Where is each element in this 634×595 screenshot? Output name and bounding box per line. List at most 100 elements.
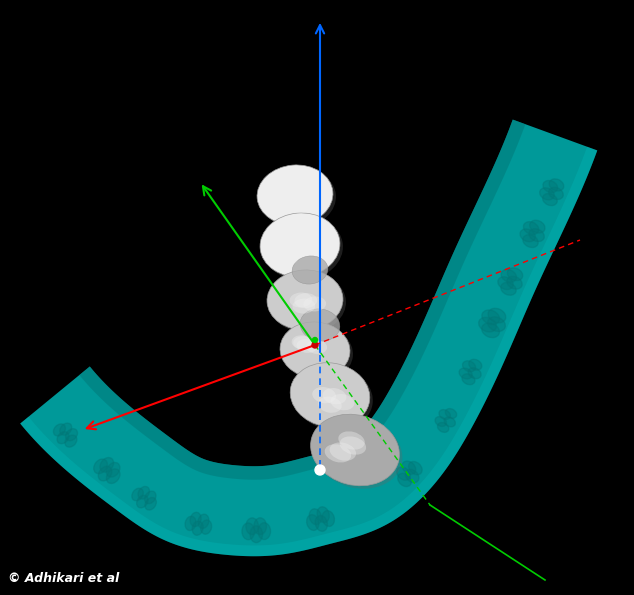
Ellipse shape (283, 325, 353, 381)
Ellipse shape (263, 216, 343, 280)
Ellipse shape (292, 299, 315, 314)
Ellipse shape (501, 270, 517, 282)
Ellipse shape (445, 409, 456, 418)
Ellipse shape (292, 256, 328, 284)
Ellipse shape (94, 459, 107, 474)
Ellipse shape (290, 198, 312, 214)
Ellipse shape (296, 233, 320, 249)
Ellipse shape (250, 526, 262, 543)
Ellipse shape (185, 516, 196, 531)
Ellipse shape (295, 183, 318, 198)
Ellipse shape (290, 293, 313, 308)
Text: © Adhikari et al: © Adhikari et al (8, 572, 119, 585)
Ellipse shape (529, 228, 545, 242)
PathPatch shape (20, 147, 597, 556)
Ellipse shape (270, 273, 346, 333)
Ellipse shape (398, 473, 411, 487)
Ellipse shape (437, 422, 449, 433)
Ellipse shape (200, 520, 212, 534)
Circle shape (315, 465, 325, 475)
Ellipse shape (340, 436, 366, 455)
Ellipse shape (468, 368, 481, 378)
Ellipse shape (322, 511, 334, 527)
Ellipse shape (523, 234, 538, 248)
Ellipse shape (280, 322, 350, 378)
Ellipse shape (529, 220, 545, 233)
Circle shape (313, 337, 318, 343)
Ellipse shape (65, 428, 77, 441)
Ellipse shape (132, 488, 143, 501)
Ellipse shape (435, 416, 446, 427)
Ellipse shape (459, 368, 472, 379)
Ellipse shape (294, 293, 317, 308)
Ellipse shape (408, 462, 422, 475)
Ellipse shape (462, 374, 475, 385)
Ellipse shape (293, 336, 314, 350)
Ellipse shape (285, 229, 309, 245)
Ellipse shape (397, 467, 410, 480)
Ellipse shape (303, 296, 326, 311)
Ellipse shape (100, 458, 113, 472)
Ellipse shape (482, 323, 500, 337)
Ellipse shape (507, 268, 522, 281)
Ellipse shape (297, 339, 318, 353)
Ellipse shape (543, 193, 557, 206)
Ellipse shape (549, 179, 564, 191)
Ellipse shape (145, 491, 156, 503)
Ellipse shape (501, 283, 516, 295)
Ellipse shape (405, 469, 419, 483)
Ellipse shape (260, 213, 340, 277)
Ellipse shape (192, 521, 203, 536)
Ellipse shape (274, 228, 298, 244)
Ellipse shape (275, 250, 299, 266)
Ellipse shape (246, 518, 259, 535)
Ellipse shape (315, 515, 327, 531)
Ellipse shape (307, 515, 319, 530)
Ellipse shape (145, 497, 157, 510)
Ellipse shape (98, 466, 112, 481)
PathPatch shape (79, 120, 526, 480)
Ellipse shape (330, 443, 356, 461)
Ellipse shape (138, 487, 150, 499)
Ellipse shape (318, 396, 342, 413)
Ellipse shape (520, 229, 535, 242)
Ellipse shape (190, 512, 201, 527)
Ellipse shape (292, 335, 313, 349)
Ellipse shape (323, 388, 346, 405)
Ellipse shape (488, 308, 506, 323)
Ellipse shape (488, 317, 505, 331)
Ellipse shape (540, 188, 554, 200)
Ellipse shape (60, 423, 72, 435)
Ellipse shape (267, 270, 343, 330)
Ellipse shape (439, 409, 450, 419)
Ellipse shape (107, 469, 120, 484)
Ellipse shape (469, 359, 482, 370)
Ellipse shape (330, 394, 354, 411)
Ellipse shape (53, 424, 65, 436)
Ellipse shape (498, 277, 514, 290)
Ellipse shape (313, 387, 336, 403)
Ellipse shape (339, 431, 365, 450)
Ellipse shape (507, 277, 522, 289)
Ellipse shape (463, 361, 476, 372)
Ellipse shape (311, 414, 399, 486)
Ellipse shape (325, 444, 351, 462)
Ellipse shape (300, 309, 340, 341)
Ellipse shape (258, 523, 271, 540)
Ellipse shape (293, 366, 373, 430)
PathPatch shape (20, 120, 597, 556)
Ellipse shape (314, 417, 403, 488)
Ellipse shape (482, 310, 500, 325)
Circle shape (312, 342, 318, 348)
Ellipse shape (198, 514, 209, 528)
Ellipse shape (271, 188, 294, 203)
Ellipse shape (57, 431, 69, 444)
Ellipse shape (317, 507, 329, 522)
Ellipse shape (260, 168, 336, 228)
Ellipse shape (479, 317, 496, 332)
Ellipse shape (524, 222, 539, 234)
Ellipse shape (290, 363, 370, 427)
Ellipse shape (254, 518, 266, 534)
Ellipse shape (444, 417, 455, 427)
Ellipse shape (543, 180, 557, 193)
